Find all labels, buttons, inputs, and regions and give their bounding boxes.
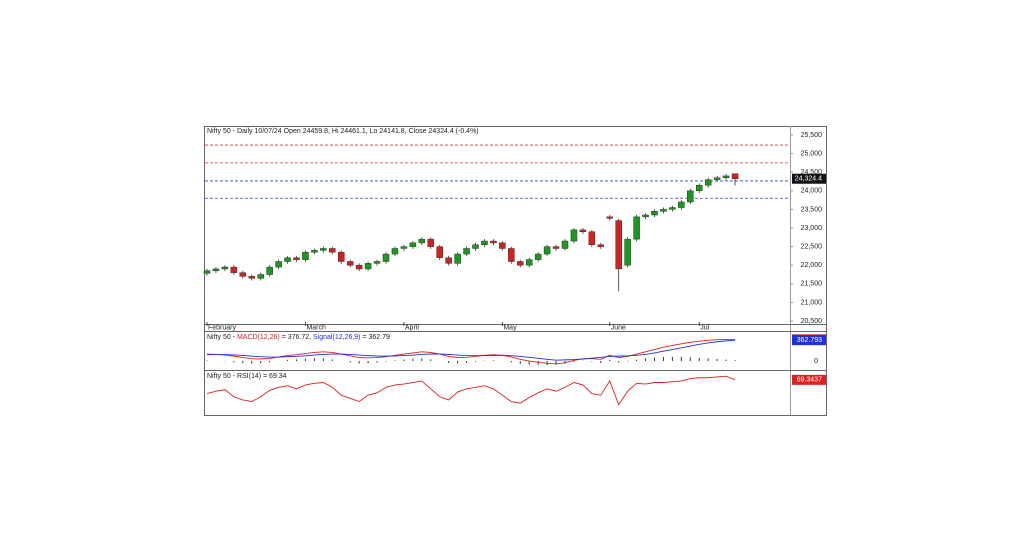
candle-body	[633, 216, 640, 240]
candle-body	[696, 184, 703, 192]
candle-body	[597, 244, 605, 247]
candle-body	[248, 276, 255, 279]
candle-body	[552, 246, 560, 249]
y-tick-label: 23,000	[801, 225, 823, 232]
x-tick-label: February	[208, 324, 237, 331]
candle-body	[400, 246, 408, 249]
candle-body	[642, 214, 649, 218]
candle-body	[499, 242, 506, 249]
candle-body	[266, 266, 273, 275]
candle-body	[409, 242, 417, 247]
candle-body	[704, 179, 712, 186]
candle-body	[445, 257, 452, 264]
last-price-box	[792, 173, 826, 184]
candle-body	[669, 207, 676, 210]
candle-body	[508, 248, 515, 262]
candle-body	[212, 268, 220, 272]
y-tick-label: 25,500	[801, 132, 823, 139]
candle-body	[346, 261, 354, 266]
y-tick-label: 20,500	[801, 318, 823, 325]
candle-body	[364, 263, 372, 270]
candle-body	[722, 175, 730, 179]
last-value-box	[792, 374, 826, 385]
chart-frame	[204, 126, 827, 416]
candle-body	[302, 251, 309, 260]
main-title: Nifty 50 - Daily 10/07/24 Open 24459.8, …	[207, 128, 479, 135]
candle-body	[472, 244, 479, 249]
y-tick-label: 24,500	[801, 169, 823, 176]
y-tick-label: 24,000	[801, 188, 823, 195]
rsi-title: Nifty 50 - RSI(14) = 69.34	[207, 373, 287, 380]
title-part: Signal(12,26,9)	[313, 334, 360, 341]
candle-body	[713, 177, 721, 180]
candle-body	[579, 229, 587, 232]
x-tick-label: June	[611, 324, 626, 331]
candle-body	[517, 261, 524, 266]
candle-body	[543, 246, 551, 255]
y-tick-label: 21,000	[801, 299, 823, 306]
y-tick-label: 0	[814, 358, 818, 365]
last-value-box	[792, 335, 826, 346]
y-tick-label: 21,500	[801, 281, 823, 288]
x-tick-label: Jul	[700, 324, 709, 331]
candle-body	[436, 246, 443, 259]
candle-body	[534, 253, 542, 260]
candle-body	[454, 253, 461, 264]
y-tick-label: 25,000	[801, 150, 823, 157]
x-tick-label: May	[503, 324, 517, 331]
candle-body	[230, 266, 238, 273]
candle-body	[624, 238, 631, 266]
series-line	[206, 375, 736, 406]
candle-body	[320, 248, 327, 251]
candle-body	[651, 211, 658, 216]
title-part: MACD(12,26)	[237, 334, 280, 341]
candle-body	[678, 201, 685, 208]
candle-body	[239, 272, 247, 277]
series-line	[206, 338, 736, 365]
candle-body	[427, 238, 434, 247]
title-part: Nifty 50 -	[207, 334, 237, 341]
candle-body	[257, 274, 264, 279]
candle-body	[687, 190, 694, 203]
last-value-label: 362.793	[797, 337, 822, 344]
candle-body	[221, 266, 229, 270]
candle-body	[481, 240, 488, 246]
candle-body	[606, 216, 613, 219]
last-value-label: 69.3437	[797, 377, 822, 384]
candle-body	[570, 229, 578, 242]
candle-body	[490, 240, 497, 244]
y-tick-label: 22,000	[801, 262, 823, 269]
title-part: = 362.79	[361, 334, 390, 341]
candle-body	[355, 264, 363, 270]
candle-body	[203, 270, 211, 274]
series-line	[206, 339, 736, 361]
candle-body	[588, 231, 596, 246]
title-part: = 376.72,	[280, 334, 313, 341]
x-tick-label: April	[405, 324, 419, 331]
x-tick-label: March	[306, 324, 326, 331]
candle-body	[382, 253, 390, 262]
candle-body	[329, 248, 336, 253]
candle-body	[731, 173, 739, 179]
candle-body	[293, 257, 300, 260]
candle-body	[284, 257, 291, 262]
candle-body	[275, 261, 282, 268]
candle-body	[463, 248, 470, 255]
last-price-label: 24,324.4	[795, 176, 822, 183]
candle-body	[660, 209, 667, 212]
y-tick-label: 23,500	[801, 206, 823, 213]
candle-body	[373, 261, 381, 264]
candle-body	[338, 251, 345, 262]
macd-title: Nifty 50 - MACD(12,26) = 376.72, Signal(…	[207, 334, 390, 341]
candle-body	[561, 240, 569, 249]
y-tick-label: 22,500	[801, 243, 823, 250]
candle-body	[615, 220, 622, 270]
candle-body	[311, 250, 318, 253]
candle-body	[418, 238, 426, 244]
candle-body	[391, 248, 399, 255]
candle-body	[525, 259, 533, 266]
